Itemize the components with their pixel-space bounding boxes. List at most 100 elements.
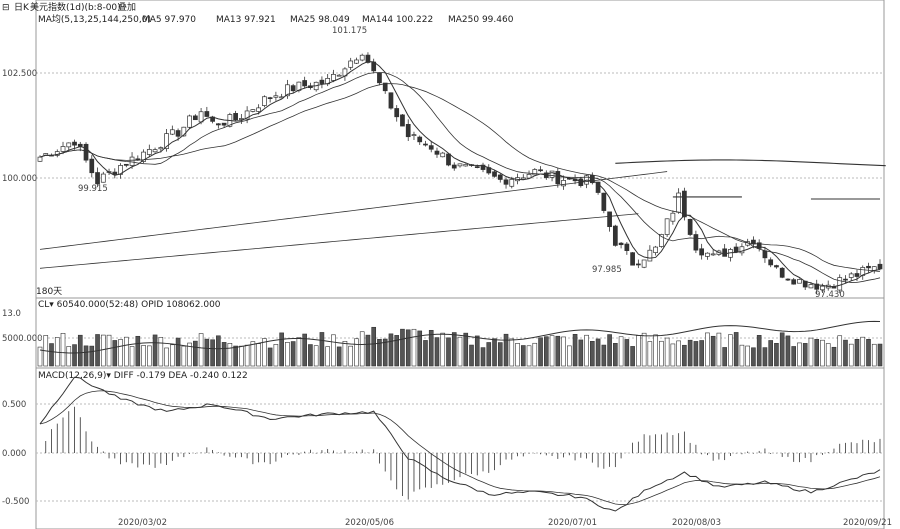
volume-bar: [526, 345, 532, 367]
candle-body: [89, 158, 95, 174]
volume-bar: [480, 347, 486, 367]
volume-bar: [653, 334, 658, 367]
candle-body: [239, 118, 244, 120]
candle-body: [474, 166, 480, 168]
volume-bar: [83, 345, 89, 367]
candle-body: [250, 109, 256, 112]
volume-bar: [722, 347, 727, 367]
candle-body: [693, 234, 699, 251]
candle-body: [618, 242, 624, 246]
candle-body: [336, 74, 342, 77]
candle-body: [538, 169, 543, 172]
volume-bar: [193, 340, 198, 367]
volume-bar: [843, 339, 848, 367]
volume-bar: [469, 344, 474, 367]
volume-bar: [382, 338, 388, 367]
volume-bar: [745, 345, 750, 367]
candle-body: [66, 142, 72, 148]
candle-body: [256, 107, 261, 112]
volume-bar: [492, 338, 497, 367]
volume-bar: [820, 339, 825, 367]
volume-bar: [89, 345, 95, 367]
ma144-label: MA144 100.222: [362, 15, 433, 25]
volume-bar: [584, 334, 589, 367]
candle-body: [164, 133, 169, 149]
volume-bar: [497, 342, 503, 367]
period-button[interactable]: 日K: [14, 2, 30, 13]
low-annotation-3: 97.430: [815, 290, 845, 300]
x-tick-3: 2020/07/01: [548, 518, 597, 528]
volume-bar: [831, 346, 837, 367]
volume-bar: [336, 346, 342, 367]
macd-header[interactable]: MACD(12,26,9)▾ DIFF -0.179 DEA -0.240 0.…: [38, 371, 248, 381]
low-annotation-2: 97.985: [592, 265, 622, 275]
candle-body: [348, 60, 354, 68]
volume-bar: [273, 344, 279, 367]
candle-body: [129, 156, 135, 166]
volume-bar: [49, 343, 54, 367]
volume-bar: [147, 345, 152, 367]
volume-bar: [377, 339, 382, 367]
candle-body: [676, 192, 681, 213]
candle-body: [774, 265, 779, 268]
candle-body: [158, 147, 164, 150]
volume-bar: [354, 338, 359, 367]
volume-bar: [728, 334, 733, 367]
volume-bar: [158, 336, 164, 367]
volume-bar: [877, 343, 883, 367]
volume-bar: [106, 334, 112, 367]
volume-header[interactable]: CL▾ 60540.000(52:48) OPID 108062.000: [38, 300, 221, 310]
volume-bar: [72, 344, 77, 367]
candle-body: [382, 82, 388, 92]
volume-bar: [716, 332, 722, 367]
volume-bar: [486, 342, 492, 367]
x-tick-5: 2020/09/21: [843, 518, 892, 528]
candle-body: [187, 115, 192, 128]
macd-y-tick-neg: -0.500: [2, 497, 29, 507]
volume-bar: [647, 341, 653, 367]
candle-body: [670, 212, 676, 222]
candle-body: [405, 124, 411, 138]
volume-bar: [37, 346, 43, 367]
volume-bar: [302, 333, 307, 367]
candle-body: [866, 265, 871, 269]
volume-bar: [630, 346, 635, 367]
volume-bar: [233, 345, 238, 367]
main-indicator-label[interactable]: MA均(5,13,25,144,250,0): [38, 13, 151, 25]
candle-body: [244, 110, 250, 120]
volume-bar: [613, 343, 618, 367]
x-axis: 2020/03/02 2020/05/06 2020/07/01 2020/08…: [118, 518, 892, 528]
y-tick-102500: 102.500: [2, 69, 37, 79]
main-panel: MA均(5,13,25,144,250,0) MA5 97.970 MA13 9…: [2, 13, 886, 300]
volume-bar: [693, 341, 699, 367]
period-label: 180天: [36, 287, 62, 297]
instrument-title[interactable]: 美元指数(1d)(b:8-00): [30, 1, 121, 13]
candle-body: [428, 145, 434, 150]
candle-body: [365, 54, 371, 63]
overlay-menu[interactable]: 叠加: [118, 2, 136, 13]
ma144-future-line: [615, 159, 886, 167]
volume-bar: [313, 345, 319, 367]
macd-y-tick-pos: 0.500: [2, 400, 26, 410]
volume-bar: [129, 346, 135, 367]
volume-bar: [60, 332, 66, 367]
candle-body: [785, 278, 791, 281]
candle-body: [635, 263, 641, 266]
candle-body: [659, 234, 664, 247]
macd-panel: MACD(12,26,9)▾ DIFF -0.179 DEA -0.240 0.…: [2, 367, 884, 512]
candle-body: [394, 108, 400, 118]
candle-body: [417, 136, 423, 143]
toolbar-icon[interactable]: ⊟: [2, 3, 10, 13]
candle-body: [705, 252, 710, 257]
moving-average-lines: [39, 61, 886, 288]
candle-body: [555, 171, 561, 185]
volume-bar: [250, 341, 256, 367]
volume-bar: [365, 334, 371, 367]
volume-bar: [221, 342, 227, 367]
volume-bar: [371, 326, 377, 367]
volume-bar: [331, 334, 336, 367]
volume-bar: [739, 344, 745, 367]
candle-body: [400, 114, 405, 127]
volume-y-tick-top: 13.0: [2, 309, 21, 319]
